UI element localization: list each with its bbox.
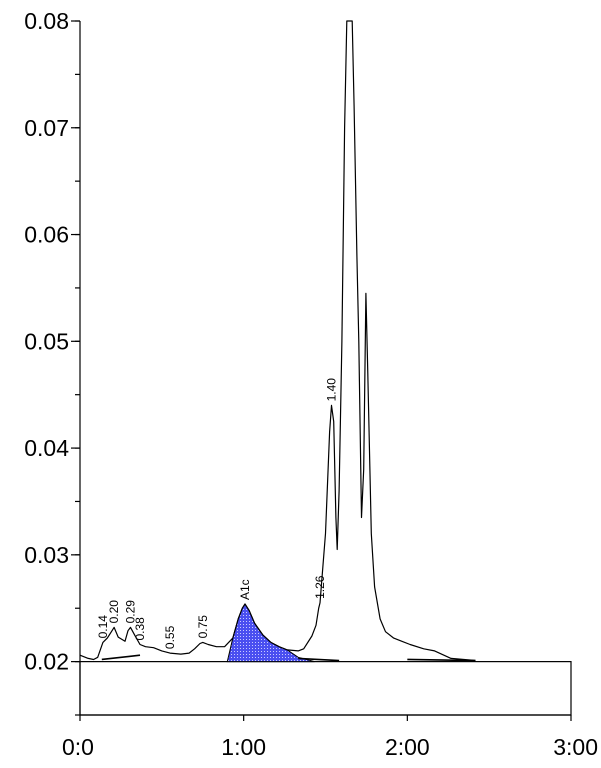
integration-line-0 (101, 654, 141, 661)
y-tick-label: 0.05 (24, 328, 69, 354)
y-tick-label: 0.07 (24, 115, 69, 141)
peak-label-1: 0.20 (107, 600, 121, 624)
baseline-box-group (79, 661, 572, 716)
axes-group (79, 21, 571, 716)
peak-label-4: 0.55 (163, 625, 177, 649)
y-tick-label: 0.02 (24, 649, 69, 675)
integration-line-2 (407, 658, 476, 662)
x-tick-label: 3:00 (553, 734, 598, 760)
peak-label-0: 0.14 (96, 615, 110, 639)
peak-label-5: 0.75 (196, 615, 210, 639)
x-tick-label: 2:00 (385, 734, 430, 760)
y-tick-label: 0.04 (24, 435, 69, 461)
x-tick-label: 1:00 (221, 734, 266, 760)
series-group (79, 20, 476, 662)
peak-label-6: A1c (238, 579, 252, 600)
peak-label-3: 0.38 (133, 617, 147, 641)
integration-line-1 (298, 657, 340, 662)
peak-labels-group: 0.140.20 0.290.38 0.55 0.75 A1c 1.26 1.40 (96, 378, 339, 649)
baseline-box (79, 661, 572, 716)
integration-lines-group (101, 654, 476, 662)
peak-label-8: 1.40 (325, 378, 339, 402)
chromatogram-trace-0 (79, 20, 476, 662)
y-tick-label: 0.08 (24, 8, 69, 34)
y-tick-label: 0.03 (24, 542, 69, 568)
peak-label-7: 1.26 (313, 575, 327, 599)
x-tick-label: 0:0 (62, 734, 94, 760)
y-tick-label: 0.06 (24, 222, 69, 248)
ticks-group: 0.02 0.03 0.04 0.05 0.06 0.07 0.08 0:0 1:00 2:00 3… (24, 8, 598, 760)
peak-label-2: 0.29 (124, 600, 138, 624)
